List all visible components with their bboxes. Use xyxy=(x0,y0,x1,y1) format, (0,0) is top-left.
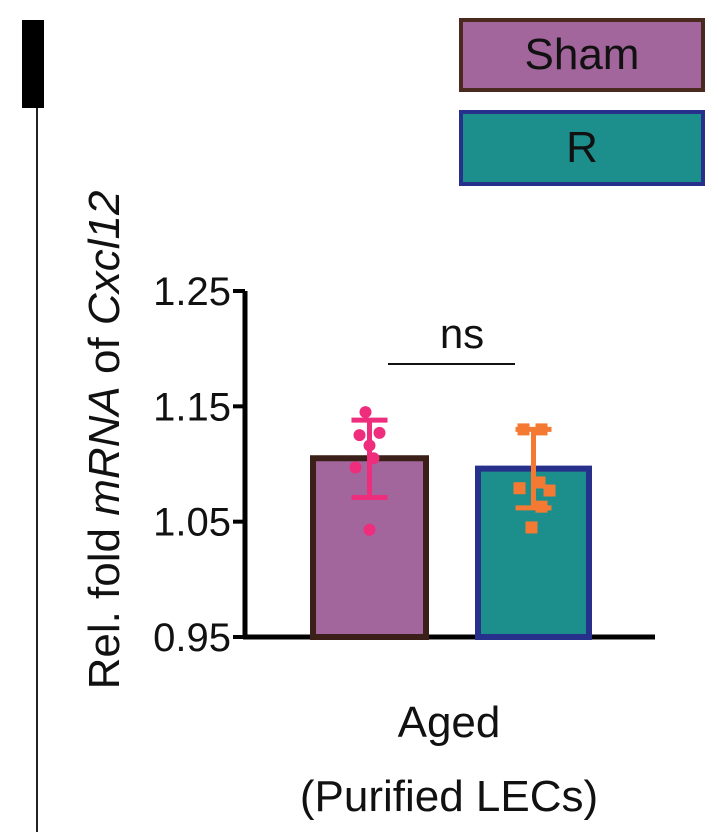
x-category-label-line2: (Purified LECs) xyxy=(299,772,599,821)
y-tick-label-1: 1.05 xyxy=(153,501,231,545)
data-point-r-4 xyxy=(543,484,556,497)
data-point-sham-5 xyxy=(349,461,362,474)
data-point-r-0 xyxy=(517,423,530,436)
legend-label-sham: Sham xyxy=(524,30,640,79)
data-point-sham-2 xyxy=(353,429,366,442)
data-point-sham-1 xyxy=(373,426,386,439)
data-point-r-2 xyxy=(533,476,546,489)
y-tick-label-2: 1.15 xyxy=(153,385,231,429)
y-tick-label-0: 0.95 xyxy=(153,616,231,660)
data-point-sham-6 xyxy=(363,523,376,536)
panel-marker-bar xyxy=(22,20,44,108)
legend-label-r: R xyxy=(566,123,598,172)
data-point-r-5 xyxy=(535,500,548,513)
panel-frame-line xyxy=(36,108,38,832)
data-point-r-1 xyxy=(535,423,548,436)
significance-label: ns xyxy=(440,310,484,357)
data-point-r-6 xyxy=(525,521,538,534)
bar-sham xyxy=(310,455,429,640)
legend-entry-r: R xyxy=(459,110,705,186)
data-point-sham-0 xyxy=(359,406,372,419)
x-category-label-line1: Aged xyxy=(397,698,501,747)
y-tick-label-3: 1.25 xyxy=(153,270,231,314)
data-point-r-3 xyxy=(513,482,526,495)
data-point-sham-4 xyxy=(367,452,380,465)
legend-entry-sham: Sham xyxy=(459,18,705,92)
data-point-sham-3 xyxy=(363,439,376,452)
